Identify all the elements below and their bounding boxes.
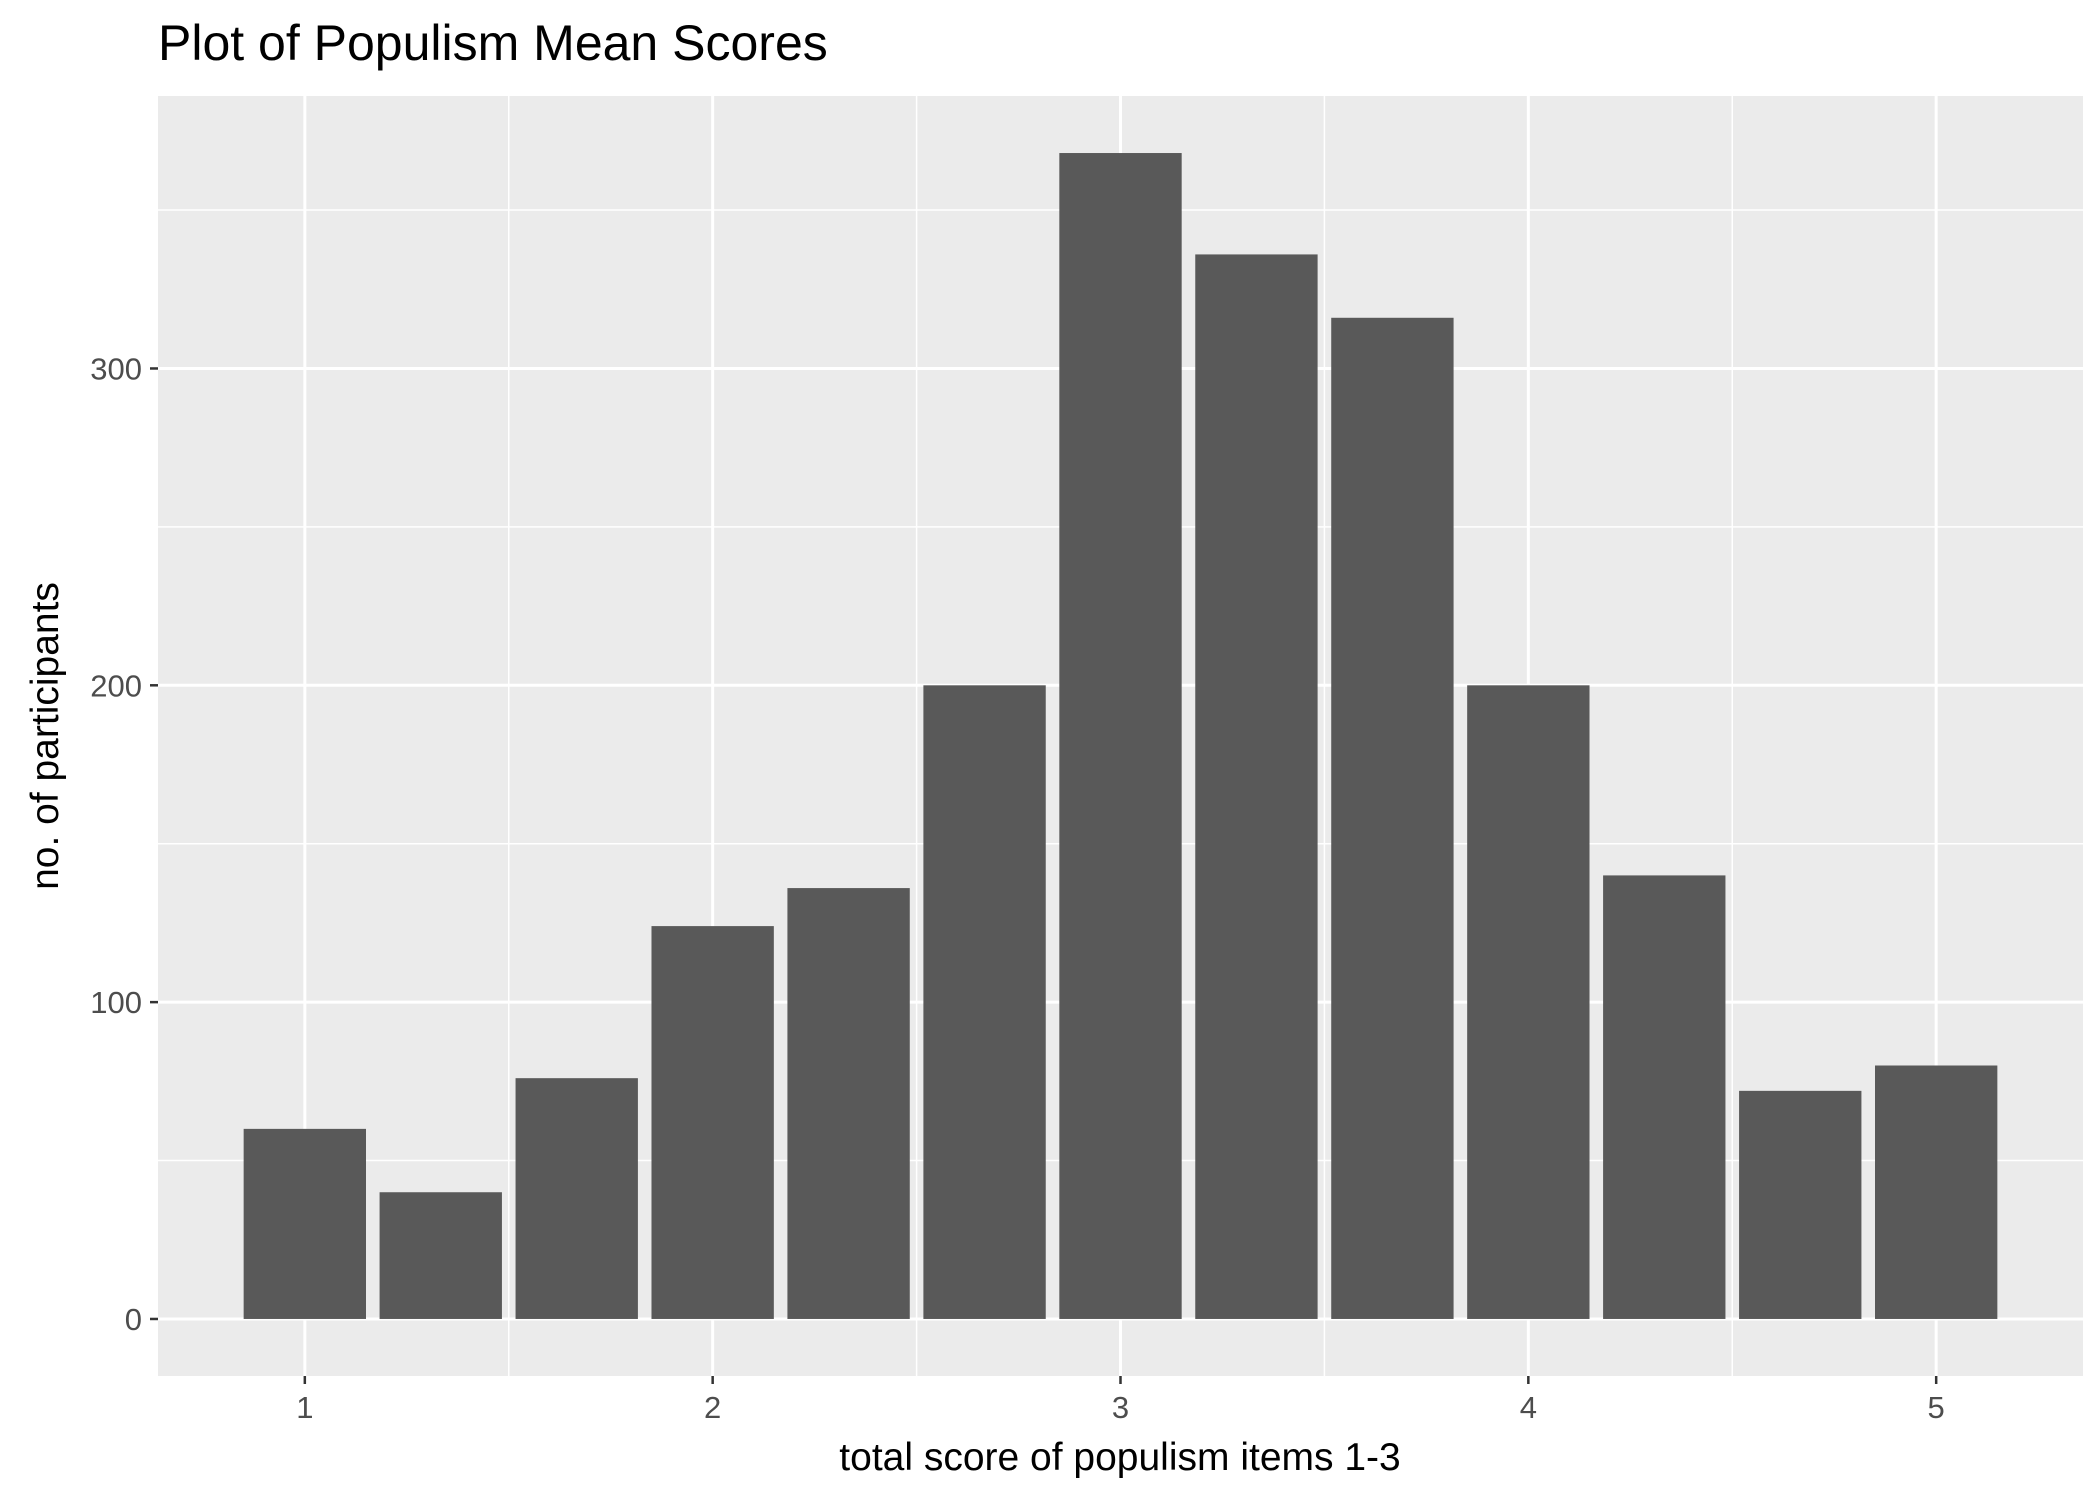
bar: [787, 888, 910, 1319]
y-axis: 0 100 200 300: [90, 351, 158, 1337]
bar: [515, 1078, 638, 1319]
bar: [1195, 254, 1318, 1319]
bar-series: [243, 153, 1998, 1319]
x-axis-title: total score of populism items 1-3: [839, 1436, 1400, 1479]
bar: [1467, 685, 1590, 1319]
bar: [379, 1192, 502, 1319]
x-axis: 1 2 3 4 5: [296, 1376, 1945, 1425]
x-tick-label: 3: [1112, 1390, 1129, 1425]
y-tick-label: 100: [90, 985, 142, 1020]
x-tick-label: 4: [1520, 1390, 1537, 1425]
bar: [651, 926, 774, 1319]
bar: [1875, 1065, 1998, 1319]
x-tick-label: 2: [704, 1390, 721, 1425]
x-tick-label: 5: [1928, 1390, 1945, 1425]
y-tick-label: 200: [90, 668, 142, 703]
bar: [1739, 1090, 1862, 1319]
chart-title: Plot of Populism Mean Scores: [158, 15, 828, 71]
y-tick-label: 300: [90, 351, 142, 386]
y-axis-title: no. of participants: [24, 582, 67, 890]
bar: [243, 1128, 366, 1319]
y-tick-label: 0: [125, 1302, 142, 1337]
x-tick-label: 1: [296, 1390, 313, 1425]
bar: [1603, 875, 1726, 1319]
bar: [923, 685, 1046, 1319]
bar: [1331, 317, 1454, 1319]
bar: [1059, 153, 1182, 1319]
